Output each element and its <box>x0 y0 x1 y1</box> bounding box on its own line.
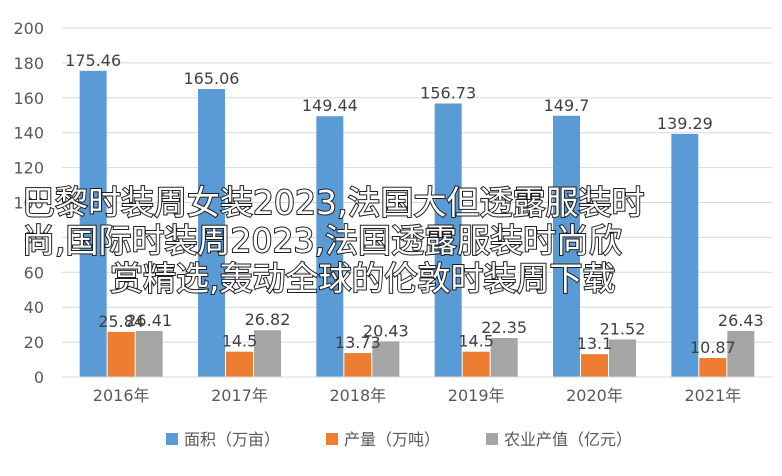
data-label: 26.82 <box>245 310 291 329</box>
x-tick-label: 2018年 <box>329 386 386 405</box>
data-label: 156.73 <box>420 84 476 103</box>
data-label: 22.35 <box>481 318 527 337</box>
y-tick-label: 20 <box>24 333 44 352</box>
bar <box>198 88 225 377</box>
bar <box>462 351 490 377</box>
bar <box>699 358 727 377</box>
bar <box>671 133 699 377</box>
bars <box>79 70 755 377</box>
y-tick-label: 140 <box>13 124 44 143</box>
x-axis-ticks: 2016年 2017年 2018年 2019年 2020年 2021年 <box>93 386 741 405</box>
y-tick-label: 120 <box>13 159 44 178</box>
y-axis-ticks: 0 20 40 60 80 100 120 140 160 180 200 <box>13 19 44 387</box>
data-label: 139.29 <box>657 114 713 133</box>
legend-swatch <box>326 433 338 445</box>
data-label: 175.46 <box>65 51 121 70</box>
y-tick-label: 80 <box>24 228 44 247</box>
y-tick-label: 100 <box>13 194 44 213</box>
y-tick-label: 200 <box>13 19 44 38</box>
legend-label: 产量（万吨） <box>344 430 440 449</box>
bar <box>135 330 163 377</box>
bar <box>372 341 400 377</box>
data-label: 14.5 <box>458 332 494 351</box>
data-label: 26.43 <box>718 311 764 330</box>
bar <box>226 351 253 377</box>
legend-swatch <box>486 433 498 445</box>
bar <box>107 331 135 377</box>
legend: 面积（万亩） 产量（万吨） 农业产值（亿元） <box>166 430 632 449</box>
x-tick-label: 2017年 <box>211 386 268 405</box>
legend-swatch <box>166 433 178 445</box>
legend-label: 面积（万亩） <box>184 430 280 449</box>
bar <box>434 103 462 377</box>
data-label: 165.06 <box>184 69 240 88</box>
y-tick-label: 160 <box>13 89 44 108</box>
data-label: 21.52 <box>600 319 646 338</box>
x-tick-label: 2019年 <box>448 386 505 405</box>
data-label: 13.73 <box>335 333 381 352</box>
bar <box>490 337 518 377</box>
data-label: 20.43 <box>363 321 409 340</box>
gridlines <box>62 27 772 343</box>
bar <box>609 339 636 377</box>
data-label: 10.87 <box>690 338 736 357</box>
data-label: 13.1 <box>577 334 613 353</box>
bar <box>344 353 372 377</box>
bar <box>254 330 281 377</box>
bar <box>727 330 755 377</box>
data-label: 25.84 <box>98 312 144 331</box>
x-tick-label: 2021年 <box>684 386 741 405</box>
data-label: 26.41 <box>126 311 172 330</box>
data-label: 149.44 <box>302 96 358 115</box>
bar <box>581 354 608 377</box>
x-tick-label: 2020年 <box>566 386 623 405</box>
y-tick-label: 180 <box>13 54 44 73</box>
legend-label: 农业产值（亿元） <box>504 430 632 449</box>
bar <box>316 116 344 377</box>
data-label: 149.7 <box>544 96 590 115</box>
y-tick-label: 0 <box>34 368 44 387</box>
x-tick-label: 2016年 <box>93 386 150 405</box>
bar <box>79 70 107 377</box>
data-label: 14.5 <box>222 332 258 351</box>
y-tick-label: 40 <box>24 298 44 317</box>
bar <box>553 115 580 377</box>
y-tick-label: 60 <box>24 263 44 282</box>
